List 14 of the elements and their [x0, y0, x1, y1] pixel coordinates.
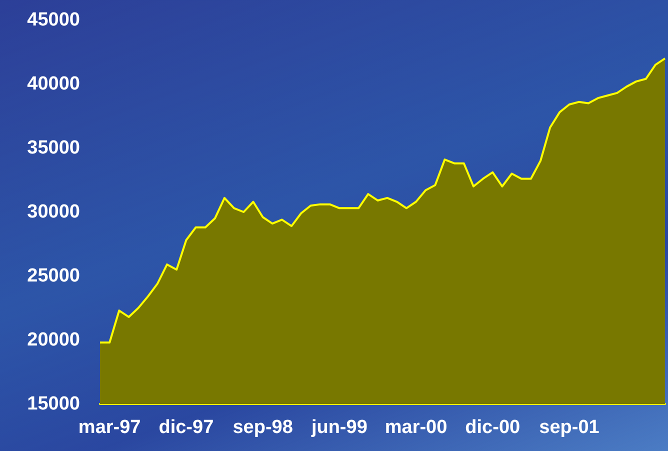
y-tick-label: 15000 — [27, 394, 80, 414]
x-tick-label: mar-97 — [78, 417, 141, 438]
x-tick-label: dic-00 — [465, 417, 520, 438]
y-tick-label: 45000 — [27, 10, 80, 30]
y-tick-label: 20000 — [27, 330, 80, 350]
x-tick-label: dic-97 — [158, 417, 214, 438]
x-tick-label: sep-98 — [232, 417, 293, 438]
x-tick-label: sep-01 — [539, 417, 600, 438]
y-tick-label: 40000 — [27, 74, 80, 94]
y-tick-label: 30000 — [27, 202, 80, 222]
x-tick-label: mar-00 — [384, 417, 448, 438]
y-tick-label: 25000 — [27, 266, 80, 286]
x-tick-label: jun-99 — [310, 417, 368, 438]
y-tick-label: 35000 — [27, 138, 80, 158]
